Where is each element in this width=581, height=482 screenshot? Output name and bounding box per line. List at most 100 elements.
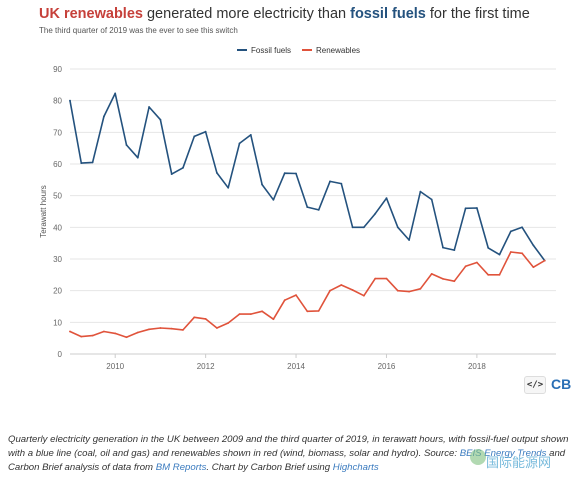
caption-link-highcharts[interactable]: Highcharts [332,462,379,473]
data-point-renewables [374,277,377,280]
data-point-fossil-fuels [430,198,433,201]
data-point-renewables [442,278,444,280]
data-point-renewables [363,294,365,297]
data-point-renewables [261,310,263,313]
data-point-renewables [193,316,196,319]
data-point-fossil-fuels [385,197,388,200]
legend-label-renewables: Renewables [316,46,360,55]
data-point-fossil-fuels [487,247,490,249]
line-chart: 0 10 20 30 40 50 60 70 80 90 2010 2012 2014 2016 2018 T… [39,46,556,371]
watermark-text: 国际能源网 [486,456,552,471]
legend-label-fossil-fuels: Fossil fuels [251,46,291,55]
data-point-renewables [91,334,94,337]
y-tick-label: 80 [53,97,62,106]
data-point-fossil-fuels [148,106,151,108]
data-point-fossil-fuels [476,207,478,209]
data-point-fossil-fuels [374,212,377,215]
data-point-renewables [238,313,241,315]
data-point-renewables [498,273,501,276]
x-tick-label: 2016 [378,362,396,371]
data-point-fossil-fuels [340,182,343,185]
data-point-fossil-fuels [69,99,71,102]
data-point-fossil-fuels [283,172,286,175]
data-point-renewables [430,273,433,275]
data-point-fossil-fuels [261,183,263,186]
data-point-fossil-fuels [453,249,456,252]
data-point-renewables [453,280,456,283]
data-point-fossil-fuels [498,253,501,256]
x-tick-label: 2018 [468,362,486,371]
data-point-renewables [385,277,388,280]
y-tick-label: 20 [53,287,62,296]
data-point-renewables [396,289,399,292]
data-point-fossil-fuels [521,226,523,229]
data-point-renewables [317,310,320,312]
data-point-fossil-fuels [80,162,83,165]
data-point-renewables [532,266,535,269]
data-point-fossil-fuels [351,226,354,229]
data-point-renewables [521,252,523,255]
data-point-renewables [136,331,139,334]
data-point-renewables [125,336,128,339]
caption-link-bm-reports[interactable]: BM Reports [155,462,207,473]
data-point-renewables [543,259,546,262]
y-axis-title: Terawatt hours [39,185,48,237]
series-line-fossil-fuels [69,92,546,262]
data-point-renewables [464,265,467,268]
data-point-fossil-fuels [227,186,230,189]
y-tick-label: 40 [53,223,62,232]
caption-link-beis[interactable]: BEIS Energy Trends [459,448,547,459]
data-point-renewables [272,318,275,321]
data-point-fossil-fuels [125,144,128,146]
data-point-fossil-fuels [329,180,331,183]
data-point-renewables [227,322,230,324]
title-text-end: for the first time [425,6,530,22]
data-point-fossil-fuels [216,172,218,174]
data-point-renewables [283,299,286,302]
data-point-fossil-fuels [114,92,117,95]
data-point-fossil-fuels [363,226,365,229]
data-point-renewables [340,284,343,286]
title-highlight-renewables: UK renewables [39,6,143,22]
data-point-renewables [159,327,162,329]
data-point-renewables [249,313,252,315]
data-point-fossil-fuels [532,244,535,247]
x-tick-label: 2010 [106,362,124,371]
data-point-renewables [487,273,490,276]
chart-subtitle: The third quarter of 2019 was the ever t… [39,26,238,35]
title-text-middle: generated more electricity than [142,6,351,22]
embed-code-button[interactable]: </> [524,376,546,394]
y-tick-label: 10 [53,318,62,327]
data-point-fossil-fuels [182,166,184,169]
data-point-fossil-fuels [272,198,275,201]
data-point-renewables [148,328,151,331]
data-point-renewables [306,310,309,313]
x-tick-label: 2012 [197,362,215,371]
data-point-renewables [170,327,173,330]
data-point-fossil-fuels [204,130,207,133]
data-point-fossil-fuels [306,206,309,209]
data-point-fossil-fuels [103,115,105,118]
data-point-fossil-fuels [317,209,320,211]
data-point-fossil-fuels [136,156,139,159]
data-point-fossil-fuels [159,118,162,121]
x-tick-label: 2014 [287,362,305,371]
y-tick-label: 90 [53,65,62,74]
data-point-renewables [351,289,354,291]
data-point-renewables [419,287,422,290]
caption-text-2: and Carbon Brief analysis of data from [8,448,566,473]
data-point-fossil-fuels [238,142,241,145]
data-point-renewables [103,330,105,333]
data-point-fossil-fuels [91,161,94,164]
data-point-renewables [216,327,218,329]
data-point-renewables [476,261,478,264]
data-point-fossil-fuels [419,190,422,193]
data-point-renewables [295,294,297,296]
chart-header: UK renewables generated more electricity… [39,6,573,35]
data-point-renewables [408,290,410,293]
figure-caption: Quarterly electricity generation in the … [8,433,574,475]
caption-text-1: Quarterly electricity generation in the … [8,434,569,459]
data-point-renewables [204,318,207,320]
data-point-fossil-fuels [442,246,444,249]
caption-text-3: . Chart by Carbon Brief using [206,462,333,473]
